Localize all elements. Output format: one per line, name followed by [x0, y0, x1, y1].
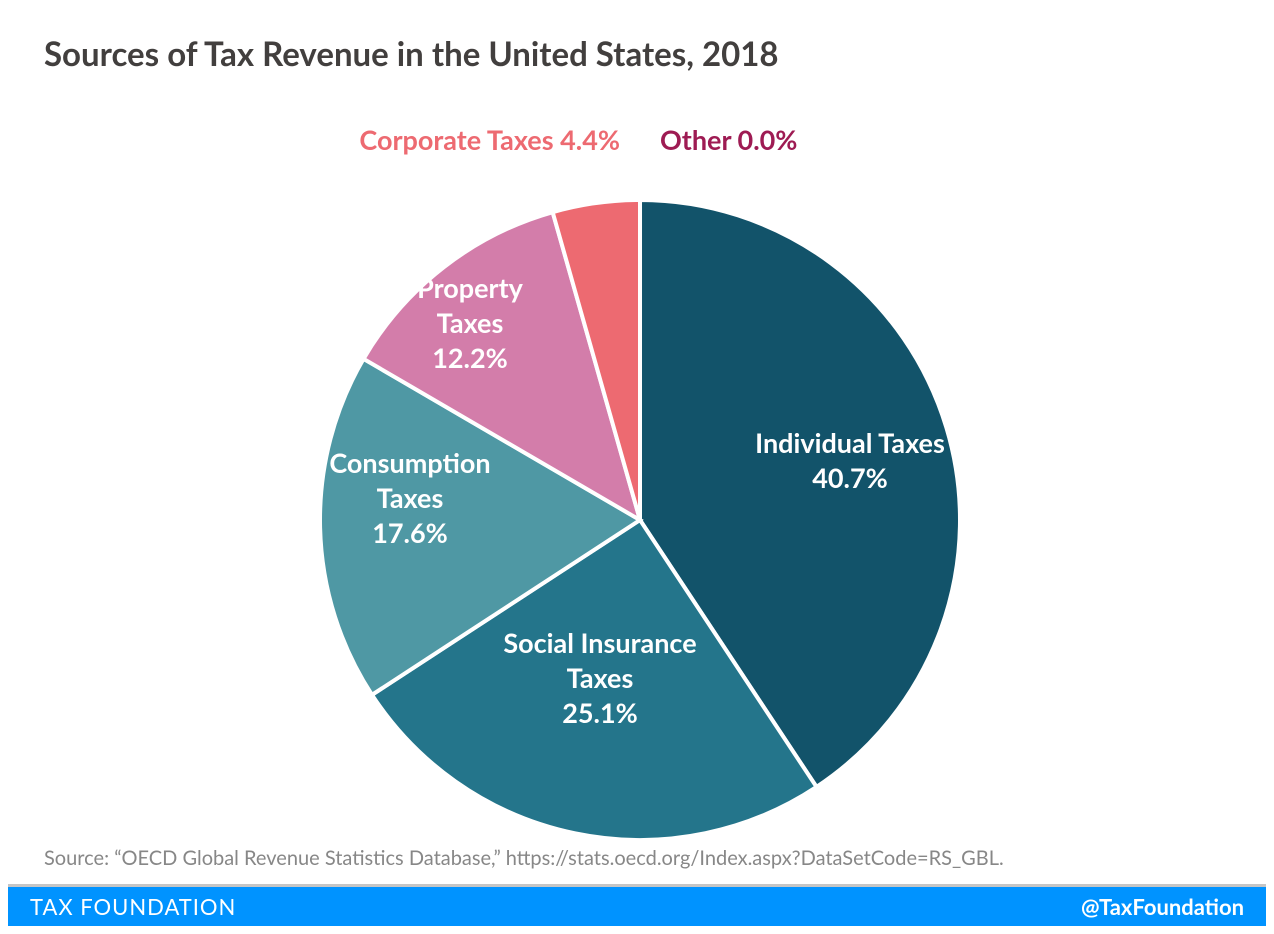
slice-name-consumption-1: Consumption	[300, 445, 520, 480]
slice-name-other: Other	[660, 123, 731, 156]
footer-bar: TAX FOUNDATION @TaxFoundation	[8, 884, 1266, 926]
slice-name-property-1: Property	[380, 270, 560, 305]
slice-label-other: Other 0.0%	[660, 122, 797, 157]
slice-label-corporate: Corporate Taxes 4.4%	[330, 122, 620, 157]
footer-handle: @TaxFoundation	[1081, 893, 1244, 920]
slice-pct-other: 0.0%	[738, 123, 798, 156]
slice-name-corporate: Corporate Taxes	[359, 123, 553, 156]
slice-name-consumption-2: Taxes	[300, 480, 520, 515]
slice-pct-social: 25.1%	[470, 695, 730, 730]
slice-name-property-2: Taxes	[380, 305, 560, 340]
slice-label-social: Social Insurance Taxes 25.1%	[470, 625, 730, 730]
chart-container: Sources of Tax Revenue in the United Sta…	[0, 0, 1274, 934]
chart-title: Sources of Tax Revenue in the United Sta…	[44, 34, 779, 74]
source-citation: Source: “OECD Global Revenue Statistics …	[44, 846, 1004, 870]
slice-label-individual: Individual Taxes 40.7%	[720, 425, 980, 495]
slice-label-consumption: Consumption Taxes 17.6%	[300, 445, 520, 550]
slice-name-individual: Individual Taxes	[720, 425, 980, 460]
slice-pct-individual: 40.7%	[720, 460, 980, 495]
slice-pct-corporate: 4.4%	[560, 123, 620, 156]
slice-name-social-1: Social Insurance	[470, 625, 730, 660]
slice-label-property: Property Taxes 12.2%	[380, 270, 560, 375]
pie-chart: Other 0.0% Corporate Taxes 4.4% Individu…	[0, 100, 1274, 840]
slice-name-social-2: Taxes	[470, 660, 730, 695]
slice-pct-property: 12.2%	[380, 340, 560, 375]
slice-pct-consumption: 17.6%	[300, 515, 520, 550]
footer-org: TAX FOUNDATION	[30, 893, 236, 920]
